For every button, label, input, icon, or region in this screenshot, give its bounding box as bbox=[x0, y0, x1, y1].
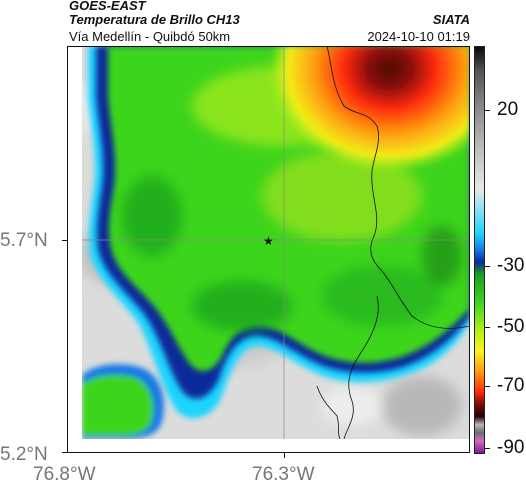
region-subtitle: Vía Medellín - Quibdó 50km bbox=[69, 29, 231, 44]
lon-tick-label-76.3: 76.3°W bbox=[252, 464, 315, 485]
colorbar-label-minus90: -90 bbox=[497, 437, 525, 458]
colorbar-label-minus50: -50 bbox=[497, 316, 525, 337]
colorbar-label-minus70: -70 bbox=[497, 375, 525, 396]
colorbar-label-minus30: -30 bbox=[497, 255, 525, 276]
satellite-title: GOES-EAST bbox=[69, 0, 146, 13]
brightness-temperature-map[interactable]: ★ bbox=[82, 46, 470, 439]
colorbar-tick bbox=[485, 386, 490, 387]
department-border-south bbox=[316, 385, 341, 439]
department-border bbox=[326, 46, 470, 329]
lat-tick-mark bbox=[62, 240, 67, 241]
lat-tick-mark-bottom bbox=[62, 452, 67, 453]
cloud-lower-left-cell bbox=[82, 364, 164, 439]
department-border-lower bbox=[343, 295, 379, 439]
colorbar-label-20: 20 bbox=[497, 99, 519, 120]
product-title: Temperatura de Brillo CH13 bbox=[69, 12, 240, 27]
lon-tick-label-76.8: 76.8°W bbox=[33, 464, 96, 485]
lat-tick-label-5.2: 5.2°N bbox=[0, 444, 48, 465]
temperature-colorbar bbox=[474, 46, 485, 454]
timestamp-label: 2024-10-10 01:19 bbox=[367, 29, 470, 44]
station-star-marker[interactable]: ★ bbox=[263, 234, 274, 248]
lat-tick-label-5.7: 5.7°N bbox=[0, 230, 48, 251]
cold-cloud-core bbox=[202, 46, 470, 276]
brand-label: SIATA bbox=[432, 12, 470, 27]
colorbar-tick bbox=[485, 327, 490, 328]
lon-tick-mark bbox=[284, 453, 285, 458]
colorbar-tick bbox=[485, 110, 490, 111]
colorbar-tick bbox=[485, 448, 490, 449]
colorbar-tick bbox=[485, 266, 490, 267]
